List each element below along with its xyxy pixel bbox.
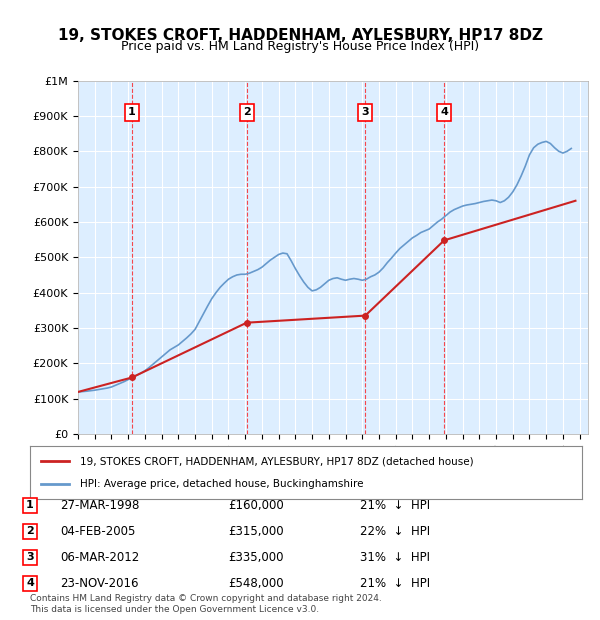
- Text: 1: 1: [128, 107, 136, 117]
- Text: 2: 2: [26, 526, 34, 536]
- Text: 19, STOKES CROFT, HADDENHAM, AYLESBURY, HP17 8DZ: 19, STOKES CROFT, HADDENHAM, AYLESBURY, …: [58, 28, 542, 43]
- Text: 21%  ↓  HPI: 21% ↓ HPI: [360, 499, 430, 511]
- Text: £160,000: £160,000: [228, 499, 284, 511]
- Text: HPI: Average price, detached house, Buckinghamshire: HPI: Average price, detached house, Buck…: [80, 479, 363, 489]
- Text: £548,000: £548,000: [228, 577, 284, 590]
- Text: 19, STOKES CROFT, HADDENHAM, AYLESBURY, HP17 8DZ (detached house): 19, STOKES CROFT, HADDENHAM, AYLESBURY, …: [80, 456, 473, 466]
- Text: 21%  ↓  HPI: 21% ↓ HPI: [360, 577, 430, 590]
- Text: 3: 3: [26, 552, 34, 562]
- Text: 23-NOV-2016: 23-NOV-2016: [60, 577, 139, 590]
- Text: 1: 1: [26, 500, 34, 510]
- Text: 06-MAR-2012: 06-MAR-2012: [60, 551, 139, 564]
- Text: 27-MAR-1998: 27-MAR-1998: [60, 499, 139, 511]
- Text: 22%  ↓  HPI: 22% ↓ HPI: [360, 525, 430, 538]
- Text: 31%  ↓  HPI: 31% ↓ HPI: [360, 551, 430, 564]
- Text: £315,000: £315,000: [228, 525, 284, 538]
- Text: 4: 4: [440, 107, 448, 117]
- Text: Price paid vs. HM Land Registry's House Price Index (HPI): Price paid vs. HM Land Registry's House …: [121, 40, 479, 53]
- Text: 2: 2: [243, 107, 251, 117]
- Text: 04-FEB-2005: 04-FEB-2005: [60, 525, 136, 538]
- Text: £335,000: £335,000: [228, 551, 284, 564]
- Text: 3: 3: [361, 107, 369, 117]
- Text: 4: 4: [26, 578, 34, 588]
- Text: Contains HM Land Registry data © Crown copyright and database right 2024.
This d: Contains HM Land Registry data © Crown c…: [30, 595, 382, 614]
